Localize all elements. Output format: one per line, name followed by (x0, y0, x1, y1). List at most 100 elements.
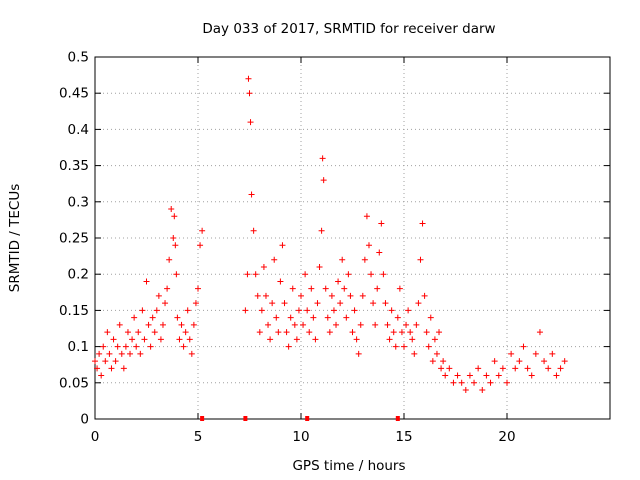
data-point (285, 343, 292, 350)
data-points (92, 75, 568, 394)
data-point (269, 300, 276, 307)
data-point (258, 307, 265, 314)
x-tick-label: 10 (292, 429, 309, 445)
data-point (479, 387, 486, 394)
data-point (450, 379, 457, 386)
data-point (137, 350, 144, 357)
data-point (118, 350, 125, 357)
data-point (516, 358, 523, 365)
data-point (153, 307, 160, 314)
data-point (135, 329, 142, 336)
data-point (162, 300, 169, 307)
data-point (293, 336, 300, 343)
data-point (256, 329, 263, 336)
data-point (260, 263, 267, 270)
chart-title: Day 033 of 2017, SRMTID for receiver dar… (202, 21, 495, 37)
data-point (197, 242, 204, 249)
data-point (557, 365, 564, 372)
data-point (365, 242, 372, 249)
data-point (380, 271, 387, 278)
data-point (396, 285, 403, 292)
data-point (186, 336, 193, 343)
data-point (102, 358, 109, 365)
data-point (291, 321, 298, 328)
data-point (561, 358, 568, 365)
data-point (306, 329, 313, 336)
data-point (166, 256, 173, 263)
data-point (190, 321, 197, 328)
data-point (532, 350, 539, 357)
data-point (351, 307, 358, 314)
y-tick-label: 0.15 (59, 303, 89, 319)
data-point (409, 336, 416, 343)
data-point (431, 336, 438, 343)
data-point (320, 177, 327, 184)
data-point (100, 343, 107, 350)
data-point (337, 300, 344, 307)
y-tick-label: 0.3 (68, 194, 89, 210)
x-tick-label: 20 (498, 429, 515, 445)
data-point (382, 300, 389, 307)
bottom-marker (243, 416, 248, 421)
data-point (96, 350, 103, 357)
data-point (275, 329, 282, 336)
data-point (174, 314, 181, 321)
data-point (173, 271, 180, 278)
data-point (318, 227, 325, 234)
data-point (438, 365, 445, 372)
data-point (295, 307, 302, 314)
data-point (339, 256, 346, 263)
data-point (172, 242, 179, 249)
y-tick-label: 0.25 (59, 231, 89, 247)
data-point (131, 314, 138, 321)
data-point (114, 343, 121, 350)
plot-frame (94, 56, 611, 420)
data-point (279, 242, 286, 249)
data-point (403, 321, 410, 328)
data-point (277, 278, 284, 285)
data-point (129, 336, 136, 343)
data-point (171, 213, 178, 220)
data-point (345, 271, 352, 278)
data-point (254, 292, 261, 299)
data-point (244, 271, 251, 278)
bottom-markers (200, 416, 400, 421)
data-point (184, 307, 191, 314)
data-point (94, 365, 101, 372)
y-tick-label: 0.45 (59, 86, 89, 102)
data-point (314, 300, 321, 307)
data-point (353, 336, 360, 343)
bottom-marker (305, 416, 310, 421)
data-point (127, 350, 134, 357)
data-point (246, 90, 253, 97)
y-axis-label: SRMTID / TECUs (7, 184, 23, 292)
data-point (192, 300, 199, 307)
data-point (250, 227, 257, 234)
data-point (466, 372, 473, 379)
data-point (141, 336, 148, 343)
data-point (349, 329, 356, 336)
data-point (281, 300, 288, 307)
data-point (322, 285, 329, 292)
y-tick-label: 0.5 (68, 50, 89, 66)
data-point (374, 285, 381, 292)
data-point (333, 321, 340, 328)
data-point (442, 372, 449, 379)
data-point (405, 307, 412, 314)
data-point (120, 365, 127, 372)
data-point (195, 285, 201, 292)
data-point (182, 329, 189, 336)
data-point (536, 329, 543, 336)
data-point (491, 358, 498, 365)
data-point (487, 379, 494, 386)
data-point (355, 350, 362, 357)
data-point (483, 372, 490, 379)
data-point (326, 329, 333, 336)
data-point (155, 292, 162, 299)
y-tick-label: 0 (80, 412, 89, 428)
data-point (386, 336, 393, 343)
data-point (316, 263, 323, 270)
data-point (124, 329, 131, 336)
data-point (357, 321, 364, 328)
